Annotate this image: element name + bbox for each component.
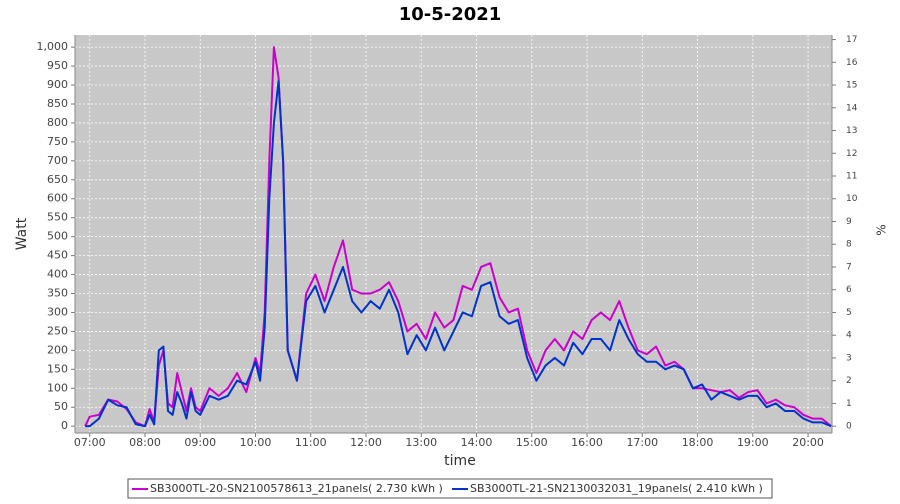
y2-tick-label: 6 — [846, 285, 852, 295]
series-line — [85, 80, 832, 428]
y2-tick-label: 8 — [846, 240, 852, 250]
y2-tick-label: 11 — [846, 172, 857, 182]
x-tick-label: 08:00 — [129, 436, 161, 449]
y-tick-label: 800 — [47, 116, 68, 129]
y-tick-label: 50 — [54, 400, 68, 413]
y-tick-label: 450 — [47, 249, 68, 262]
y2-tick-label: 9 — [846, 217, 852, 227]
x-tick-label: 19:00 — [737, 436, 769, 449]
y-axis-label: Watt — [14, 217, 30, 250]
x-tick-label: 11:00 — [295, 436, 327, 449]
x-axis-label: time — [444, 453, 476, 469]
y2-tick-label: 0 — [846, 422, 852, 432]
y-tick-label: 700 — [47, 154, 68, 167]
y-tick-label: 250 — [47, 324, 68, 337]
y-tick-label: 400 — [47, 268, 68, 281]
x-tick-label: 14:00 — [461, 436, 493, 449]
y-tick-label: 600 — [47, 192, 68, 205]
y-tick-label: 750 — [47, 135, 68, 148]
y2-tick-label: 5 — [846, 308, 852, 318]
chart-title: 10-5-2021 — [399, 4, 502, 25]
plot-area — [75, 35, 832, 433]
x-tick-label: 09:00 — [184, 436, 216, 449]
y-tick-label: 0 — [61, 419, 68, 432]
y-tick-label: 200 — [47, 343, 68, 356]
y2-tick-label: 7 — [846, 262, 852, 272]
y-tick-label: 150 — [47, 362, 68, 375]
y-tick-label: 500 — [47, 230, 68, 243]
x-tick-label: 17:00 — [626, 436, 658, 449]
y2-tick-label: 1 — [846, 399, 852, 409]
y2-tick-label: 17 — [846, 35, 857, 45]
y2-tick-label: 13 — [846, 126, 857, 136]
x-tick-label: 07:00 — [74, 436, 106, 449]
y-tick-label: 950 — [47, 59, 68, 72]
x-tick-label: 12:00 — [350, 436, 382, 449]
y2-tick-label: 10 — [846, 194, 858, 204]
y-tick-label: 300 — [47, 305, 68, 318]
x-tick-label: 13:00 — [405, 436, 437, 449]
legend-label: SB3000TL-20-SN2100578613_21panels( 2.730… — [150, 482, 443, 495]
y2-tick-label: 15 — [846, 81, 857, 91]
y2-tick-label: 14 — [846, 103, 858, 113]
y-tick-label: 550 — [47, 211, 68, 224]
y2-tick-label: 12 — [846, 149, 857, 159]
x-tick-label: 20:00 — [792, 436, 824, 449]
x-tick-label: 15:00 — [516, 436, 548, 449]
y-tick-label: 350 — [47, 287, 68, 300]
x-tick-label: 10:00 — [240, 436, 272, 449]
y-tick-label: 100 — [47, 381, 68, 394]
y2-tick-label: 2 — [846, 376, 852, 386]
x-tick-label: 16:00 — [571, 436, 603, 449]
y-tick-label: 900 — [47, 78, 68, 91]
legend — [127, 478, 773, 499]
y2-axis-label: % — [875, 224, 889, 235]
legend-label: SB3000TL-21-SN2130032031_19panels( 2.410… — [470, 482, 763, 495]
y-tick-label: 1,000 — [37, 40, 69, 53]
y-tick-label: 650 — [47, 173, 68, 186]
y2-tick-label: 16 — [846, 58, 858, 68]
x-tick-label: 18:00 — [682, 436, 714, 449]
y2-tick-label: 4 — [846, 331, 852, 341]
y2-tick-label: 3 — [846, 353, 852, 363]
y-tick-label: 850 — [47, 97, 68, 110]
